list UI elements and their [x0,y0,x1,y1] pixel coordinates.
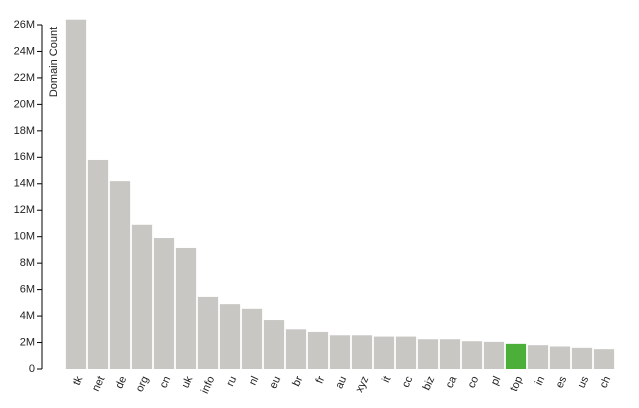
x-tick-label: fr [314,374,328,385]
bar [527,345,549,369]
bar [461,341,483,369]
x-tick-label: top [508,374,525,393]
x-tick-label: biz [421,374,438,392]
x-tick-label: cc [400,374,416,389]
bar [285,329,307,369]
bar [263,320,285,369]
y-axis-title: Domain Count [48,27,60,97]
y-tick-label: 20M [14,98,35,110]
bar [307,331,329,369]
x-tick-label: tk [71,374,86,387]
bar [373,336,395,369]
bar [395,336,417,369]
bar [549,346,571,369]
x-tick-label: ru [224,374,239,388]
x-tick-label: ca [444,374,460,390]
x-tick-label: it [380,374,393,384]
y-tick-label: 22M [14,72,35,84]
y-tick-label: 8M [20,257,35,269]
x-tick-label: eu [267,374,283,390]
x-tick-label: xyz [354,374,372,394]
y-tick-label: 0 [29,363,35,375]
bar [131,224,153,369]
bar [351,335,373,369]
x-tick-label: org [134,374,152,393]
bar [109,181,131,369]
x-tick-label: in [533,374,547,387]
y-tick-label: 24M [14,45,35,57]
y-tick-label: 6M [20,284,35,296]
x-tick-label: co [466,374,482,390]
bar [439,339,461,369]
x-tick-label: es [554,374,570,390]
y-tick-label: 2M [20,336,35,348]
x-tick-label: cn [158,374,174,390]
bar [593,349,615,369]
y-tick-label: 4M [20,310,35,322]
bar [65,19,87,369]
bar [329,335,351,369]
bar [197,296,219,369]
bar [219,304,241,369]
y-tick-label: 12M [14,204,35,216]
y-tick-label: 14M [14,178,35,190]
bar [505,343,527,369]
bar [241,308,263,369]
x-tick-label: net [90,374,107,393]
x-tick-label: us [576,374,592,390]
bar [483,341,505,369]
y-tick-label: 16M [14,151,35,163]
y-tick-label: 10M [14,231,35,243]
y-tick-label: 18M [14,125,35,137]
x-tick-label: ch [598,374,614,390]
x-tick-label: au [333,374,349,390]
x-tick-label: de [113,374,129,390]
bar [87,159,109,369]
bar [175,247,197,369]
x-tick-label: uk [180,374,196,390]
bar [417,339,439,369]
bar [571,347,593,369]
x-tick-label: pl [489,374,503,387]
bar [153,238,175,369]
x-tick-label: nl [247,374,261,387]
y-tick-label: 26M [14,19,35,31]
x-tick-label: info [199,374,217,395]
x-tick-label: br [290,374,305,388]
